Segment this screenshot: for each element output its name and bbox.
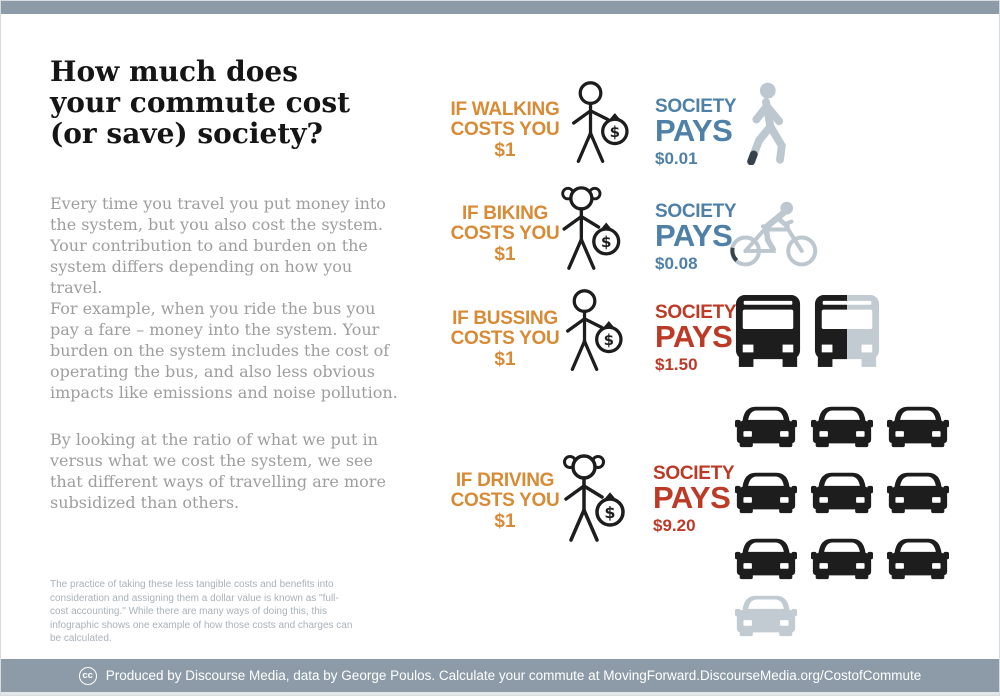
stick-figure-money-bag-icon bbox=[559, 80, 637, 166]
car-icon-partial bbox=[732, 591, 800, 638]
stick-figure-money-bag-icon bbox=[551, 453, 633, 545]
pays-label: PAYS bbox=[655, 113, 733, 148]
car-icon bbox=[732, 402, 800, 449]
footer-bar: cc Produced by Discourse Media, data by … bbox=[1, 659, 999, 692]
footer-credit-text: Produced by Discourse Media, data by Geo… bbox=[105, 668, 922, 683]
top-accent-bar bbox=[1, 1, 999, 14]
car-icon bbox=[884, 402, 952, 449]
car-icon bbox=[884, 468, 952, 515]
pays-label: PAYS bbox=[655, 319, 733, 354]
society-pays-biking: SOCIETY PAYS $0.08 bbox=[655, 201, 737, 274]
if-biking-amount: $1 bbox=[494, 244, 516, 265]
car-icon bbox=[808, 402, 876, 449]
car-pictograph bbox=[732, 402, 956, 581]
car-icon bbox=[808, 534, 876, 581]
society-pays-walking: SOCIETY PAYS $0.01 bbox=[655, 96, 737, 169]
bus-pictograph bbox=[734, 293, 881, 369]
creative-commons-icon: cc bbox=[78, 666, 97, 685]
society-label: SOCIETY bbox=[655, 302, 737, 323]
stick-figure-money-bag-icon bbox=[549, 185, 629, 273]
footnote: The practice of taking these less tangib… bbox=[50, 579, 353, 644]
if-driving-amount: $1 bbox=[494, 511, 516, 532]
pays-label: PAYS bbox=[655, 218, 733, 253]
bottom-edge-strip bbox=[1, 692, 999, 695]
car-icon bbox=[884, 534, 952, 581]
if-bussing-line1: IF BUSSING bbox=[452, 308, 558, 329]
society-pays-driving: SOCIETY PAYS $9.20 bbox=[653, 463, 735, 536]
society-amount: $0.01 bbox=[655, 149, 698, 168]
car-icon bbox=[732, 468, 800, 515]
society-amount: $1.50 bbox=[655, 355, 698, 374]
if-driving-label: IF DRIVING COSTS YOU $1 bbox=[444, 470, 566, 533]
bus-icon-half bbox=[814, 295, 880, 367]
society-amount: $0.08 bbox=[655, 254, 698, 273]
society-amount: $9.20 bbox=[653, 516, 696, 535]
if-walking-label: IF WALKING COSTS YOU $1 bbox=[444, 99, 566, 162]
if-driving-line2: COSTS YOU bbox=[450, 490, 560, 511]
society-pays-bussing: SOCIETY PAYS $1.50 bbox=[655, 302, 737, 375]
if-walking-amount: $1 bbox=[494, 140, 516, 161]
walking-person-icon bbox=[741, 81, 791, 165]
if-biking-line2: COSTS YOU bbox=[450, 223, 560, 244]
if-bussing-label: IF BUSSING COSTS YOU $1 bbox=[444, 308, 566, 371]
society-label: SOCIETY bbox=[655, 201, 737, 222]
page-title: How much does your commute cost (or save… bbox=[50, 55, 351, 150]
society-label: SOCIETY bbox=[655, 96, 737, 117]
society-label: SOCIETY bbox=[653, 463, 735, 484]
if-walking-line2: COSTS YOU bbox=[450, 119, 560, 140]
ratio-paragraph: By looking at the ratio of what we put i… bbox=[50, 430, 386, 512]
if-driving-line1: IF DRIVING bbox=[455, 470, 555, 491]
if-bussing-line2: COSTS YOU bbox=[450, 328, 560, 349]
bus-example-paragraph: For example, when you ride the bus you p… bbox=[50, 299, 398, 402]
intro-paragraph: Every time you travel you put money into… bbox=[50, 194, 386, 297]
cyclist-icon bbox=[728, 200, 820, 267]
if-biking-label: IF BIKING COSTS YOU $1 bbox=[444, 203, 566, 266]
pays-label: PAYS bbox=[653, 480, 731, 515]
car-icon bbox=[732, 534, 800, 581]
car-icon bbox=[808, 468, 876, 515]
if-bussing-amount: $1 bbox=[494, 349, 516, 370]
stick-figure-money-bag-icon bbox=[553, 288, 631, 374]
bus-icon bbox=[734, 293, 802, 369]
if-biking-line1: IF BIKING bbox=[462, 203, 548, 224]
if-walking-line1: IF WALKING bbox=[450, 99, 560, 120]
